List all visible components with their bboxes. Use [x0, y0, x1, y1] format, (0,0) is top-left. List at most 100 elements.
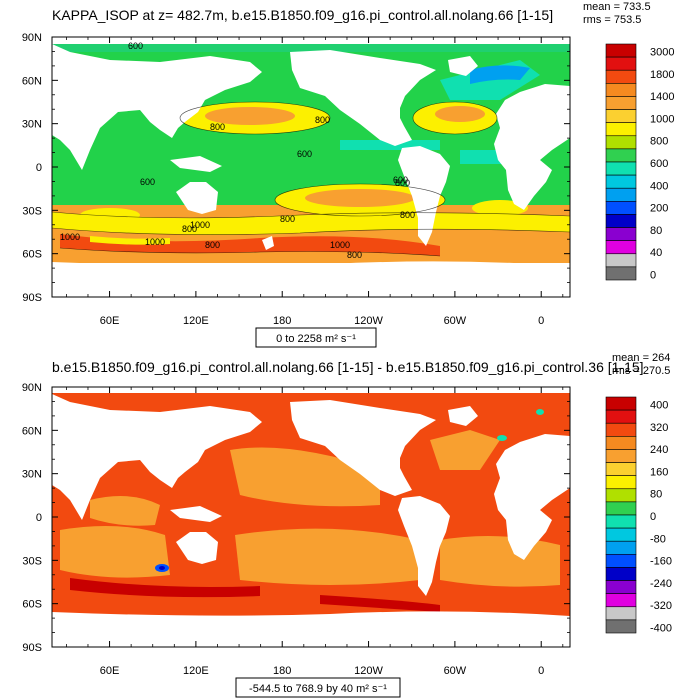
colorbar-label: 400 — [650, 180, 668, 192]
colorbar-box — [605, 488, 637, 503]
south-pacific-patch — [235, 528, 420, 585]
contour-label: 800 — [280, 214, 295, 224]
arctic-band — [52, 44, 570, 52]
colorbar-label: 0 — [650, 511, 656, 523]
colorbar-label: 1000 — [650, 113, 674, 125]
contour-label: 1000 — [60, 232, 80, 242]
x-tick-label: 120W — [354, 665, 383, 677]
colorbar-box — [605, 227, 637, 241]
contour-label: 1000 — [190, 220, 210, 230]
colorbar-label: -160 — [650, 556, 672, 568]
contour-label: 600 — [128, 41, 143, 51]
panel-2-rms: rms = 270.5 — [612, 365, 670, 377]
colorbar-label: 800 — [650, 136, 668, 148]
colorbar-box — [605, 606, 637, 621]
colorbar-box — [605, 161, 637, 176]
north-america-land — [290, 50, 436, 146]
colorbar-label: 400 — [650, 400, 668, 412]
panel-1-rms: rms = 753.5 — [583, 14, 641, 26]
antarctica-land — [52, 275, 570, 297]
colorbar-box — [605, 174, 637, 189]
y-tick-label: 0 — [36, 512, 42, 524]
colorbar-box — [605, 109, 637, 123]
panel-1: KAPPA_ISOP at z= 482.7m, b.e15.B1850.f09… — [22, 1, 674, 348]
contour-label: 800 — [395, 178, 410, 188]
colorbar-box — [605, 554, 637, 568]
panel-2-range-label: -544.5 to 768.9 by 40 m² s⁻¹ — [249, 683, 387, 695]
colorbar-label: 80 — [650, 489, 662, 501]
panel-2-mean: mean = 264 — [612, 352, 670, 364]
colorbar-box — [605, 501, 637, 516]
colorbar-box — [605, 409, 637, 424]
colorbar-box — [605, 83, 637, 97]
colorbar-box — [605, 240, 637, 255]
contour-label: 800 — [347, 250, 362, 260]
colorbar-box — [605, 56, 637, 71]
colorbar-label: 1800 — [650, 69, 674, 81]
panel-2-axes: 60E 120E 180 120W 60W 0 90N 60N 30N 0 30S 60S 90S — [22, 382, 570, 677]
contour-label: 600 — [297, 149, 312, 159]
panel-1-mean: mean = 733.5 — [583, 1, 651, 13]
panel-1-map: 600 800 800 800 800 600 600 600 800 1000… — [52, 37, 570, 297]
colorbar-box — [605, 527, 637, 542]
y-tick-label: 60N — [22, 75, 42, 87]
panel-2: b.e15.B1850.f09_g16.pi_control.all.nolan… — [22, 352, 672, 698]
colorbar-label: 200 — [650, 203, 668, 215]
colorbar-box — [605, 567, 637, 581]
colorbar-label: 320 — [650, 422, 668, 434]
colorbar-box — [605, 201, 637, 215]
y-tick-label: 30S — [22, 205, 42, 217]
colorbar-box — [605, 122, 637, 137]
colorbar-label: -80 — [650, 533, 666, 545]
contour-label: 600 — [393, 175, 408, 185]
panel-2-title: b.e15.B1850.f09_g16.pi_control.all.nolan… — [52, 359, 644, 375]
contour-label: 1000 — [330, 240, 350, 250]
colorbar-box — [605, 266, 637, 281]
colorbar-box — [605, 96, 637, 110]
y-tick-label: 30N — [22, 119, 42, 131]
eurasia-land — [52, 44, 262, 170]
x-tick-label: 60E — [100, 665, 120, 677]
colorbar-label: 0 — [650, 269, 656, 281]
panel-1-range-label: 0 to 2258 m² s⁻¹ — [276, 333, 356, 345]
panel-1-range-box: 0 to 2258 m² s⁻¹ — [255, 327, 377, 348]
colorbar-label: 1400 — [650, 91, 674, 103]
colorbar-box — [605, 148, 637, 163]
colorbar-box — [605, 462, 637, 476]
y-tick-label: 90S — [22, 292, 42, 304]
contour-label: 800 — [182, 224, 197, 234]
y-tick-label: 0 — [36, 162, 42, 174]
y-tick-label: 90N — [22, 382, 42, 394]
colorbar-box — [605, 253, 637, 268]
y-tick-label: 60S — [22, 599, 42, 611]
x-tick-label: 0 — [538, 315, 544, 327]
panel-2-colorbar: 400 320 240 160 80 0 -80 -160 -240 -320 -400 — [605, 396, 672, 634]
africa-europe-land — [494, 84, 570, 210]
colorbar-box — [605, 514, 637, 529]
colorbar-box — [605, 422, 637, 437]
y-tick-label: 60S — [22, 249, 42, 261]
colorbar-label: 240 — [650, 444, 668, 456]
colorbar-label: 600 — [650, 158, 668, 170]
colorbar-box — [605, 69, 637, 84]
colorbar-box — [605, 187, 637, 202]
colorbar-box — [605, 396, 637, 411]
colorbar-box — [605, 593, 637, 608]
colorbar-label: 3000 — [650, 47, 674, 59]
panel-1-axes: 60E 120E 180 120W 60W 0 90N 60N 30N 0 30S 60S 90S — [22, 32, 570, 327]
contour-label: 800 — [315, 115, 330, 125]
x-tick-label: 180 — [273, 315, 291, 327]
x-tick-label: 180 — [273, 665, 291, 677]
y-tick-label: 90N — [22, 32, 42, 44]
y-tick-label: 90S — [22, 642, 42, 654]
colorbar-label: -400 — [650, 622, 672, 634]
x-tick-label: 60W — [444, 315, 467, 327]
panel-1-title: KAPPA_ISOP at z= 482.7m, b.e15.B1850.f09… — [52, 7, 553, 23]
contour-label: 800 — [205, 240, 220, 250]
x-tick-label: 60W — [444, 665, 467, 677]
colorbar-box — [605, 540, 637, 555]
x-tick-label: 60E — [100, 315, 120, 327]
colorbar-box — [605, 475, 637, 490]
